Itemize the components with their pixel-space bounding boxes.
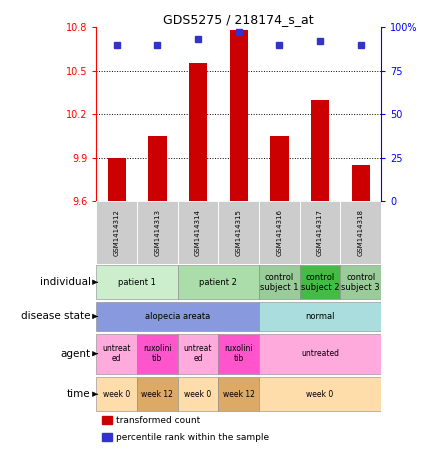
- Bar: [340, 265, 381, 299]
- Title: GDS5275 / 218174_s_at: GDS5275 / 218174_s_at: [163, 13, 314, 26]
- Bar: [300, 201, 340, 264]
- Text: control
subject 2: control subject 2: [301, 273, 339, 292]
- Bar: [352, 165, 370, 201]
- Text: week 0: week 0: [184, 390, 212, 399]
- Bar: [219, 201, 259, 264]
- Text: GSM1414316: GSM1414316: [276, 209, 283, 256]
- Text: individual: individual: [40, 277, 91, 287]
- Text: week 12: week 12: [223, 390, 254, 399]
- Bar: [259, 265, 300, 299]
- Bar: [178, 265, 259, 299]
- Text: GSM1414315: GSM1414315: [236, 209, 242, 256]
- Bar: [340, 201, 381, 264]
- Bar: [259, 302, 381, 331]
- Bar: [137, 201, 178, 264]
- Text: transformed count: transformed count: [117, 416, 201, 425]
- Bar: [137, 377, 178, 411]
- Text: ruxolini
tib: ruxolini tib: [143, 344, 172, 363]
- Bar: [270, 136, 289, 201]
- Text: GSM1414317: GSM1414317: [317, 209, 323, 256]
- Bar: [219, 377, 259, 411]
- Bar: [178, 334, 219, 374]
- Text: week 0: week 0: [307, 390, 334, 399]
- Text: agent: agent: [60, 349, 91, 359]
- Bar: [102, 433, 112, 442]
- Text: control
subject 3: control subject 3: [341, 273, 380, 292]
- Text: GSM1414312: GSM1414312: [114, 209, 120, 256]
- Text: week 0: week 0: [103, 390, 131, 399]
- Bar: [259, 334, 381, 374]
- Bar: [108, 158, 126, 201]
- Bar: [219, 334, 259, 374]
- Bar: [189, 63, 207, 201]
- Text: untreat
ed: untreat ed: [102, 344, 131, 363]
- Bar: [137, 334, 178, 374]
- Bar: [96, 377, 137, 411]
- Text: GSM1414314: GSM1414314: [195, 209, 201, 256]
- Text: time: time: [67, 389, 91, 399]
- Text: ruxolini
tib: ruxolini tib: [224, 344, 253, 363]
- Bar: [259, 377, 381, 411]
- Text: untreated: untreated: [301, 349, 339, 358]
- Text: control
subject 1: control subject 1: [260, 273, 299, 292]
- Bar: [148, 136, 166, 201]
- Bar: [311, 100, 329, 201]
- Text: patient 1: patient 1: [118, 278, 156, 287]
- Text: normal: normal: [305, 312, 335, 321]
- Text: untreat
ed: untreat ed: [184, 344, 212, 363]
- Bar: [178, 201, 219, 264]
- Text: percentile rank within the sample: percentile rank within the sample: [117, 433, 269, 442]
- Text: disease state: disease state: [21, 311, 91, 322]
- Bar: [96, 265, 178, 299]
- Text: GSM1414318: GSM1414318: [358, 209, 364, 256]
- Bar: [230, 30, 248, 201]
- Bar: [178, 377, 219, 411]
- Text: GSM1414313: GSM1414313: [154, 209, 160, 256]
- Text: patient 2: patient 2: [199, 278, 237, 287]
- Bar: [300, 265, 340, 299]
- Bar: [96, 302, 259, 331]
- Bar: [96, 201, 137, 264]
- Text: week 12: week 12: [141, 390, 173, 399]
- Bar: [259, 201, 300, 264]
- Bar: [96, 334, 137, 374]
- Bar: [102, 416, 112, 424]
- Text: alopecia areata: alopecia areata: [145, 312, 210, 321]
